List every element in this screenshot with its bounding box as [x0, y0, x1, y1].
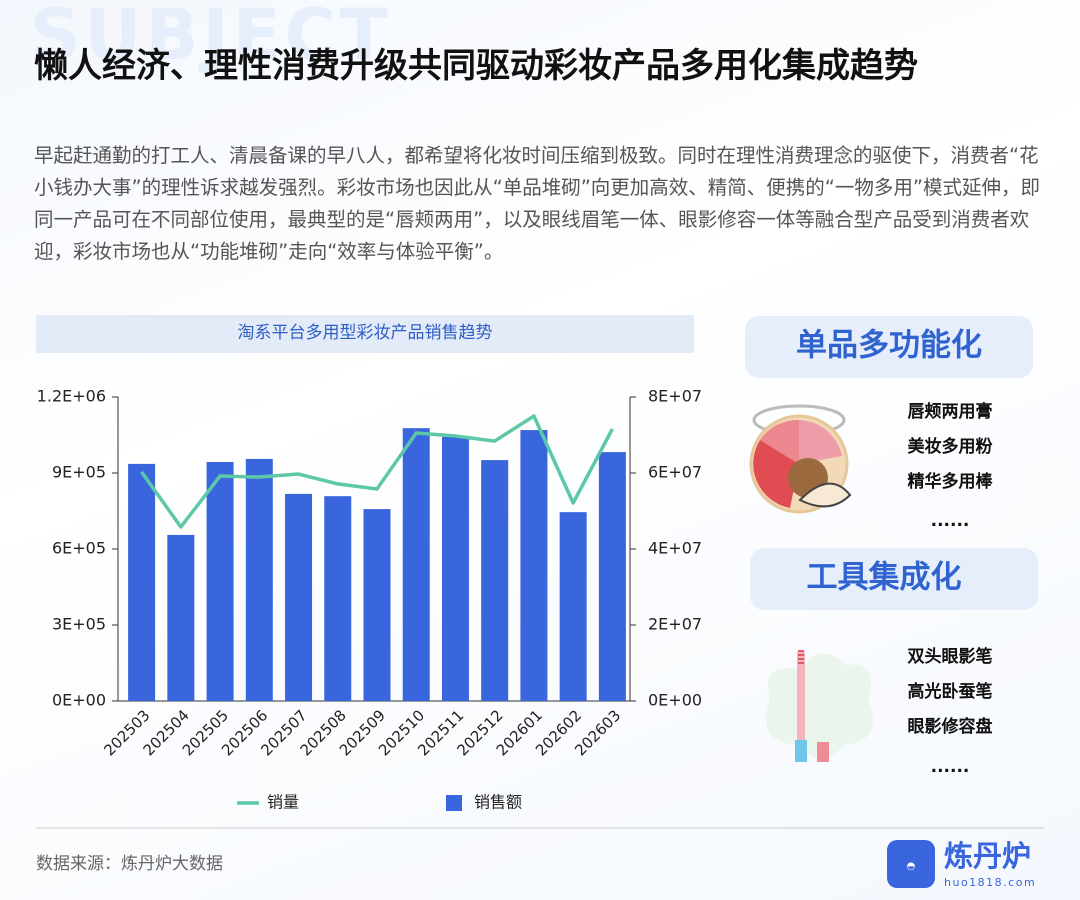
panel-item: 双头眼影笔 — [908, 646, 993, 667]
bar — [363, 509, 391, 701]
y-tick-label: 6E+05 — [52, 539, 106, 558]
chart-title-band — [36, 315, 694, 353]
panel-item: 美妆多用粉 — [908, 436, 993, 457]
bar — [324, 496, 352, 701]
y-tick-label: 1.2E+06 — [37, 387, 106, 406]
panel-item: ...... — [931, 757, 970, 777]
panel-item: 高光卧蚕笔 — [908, 681, 993, 702]
bar — [245, 458, 273, 701]
bar — [481, 460, 509, 701]
bar — [441, 436, 469, 701]
panel-item: 精华多用棒 — [908, 471, 994, 492]
panel-box — [750, 548, 1038, 610]
legend-label: 销量 — [267, 793, 299, 812]
y2-tick-label: 2E+07 — [648, 615, 702, 634]
logo-url: huo1818.com — [944, 876, 1036, 889]
y2-tick-label: 0E+00 — [648, 691, 702, 710]
panel-item: 唇颊两用膏 — [908, 401, 993, 422]
logo-name: 炼丹炉 — [944, 839, 1031, 873]
legend-label: 销售额 — [474, 793, 522, 812]
y-tick-label: 3E+05 — [52, 615, 106, 634]
bar — [167, 534, 195, 701]
y2-tick-label: 8E+07 — [648, 387, 702, 406]
chart-title: 淘系平台多用型彩妆产品销售趋势 — [238, 323, 493, 343]
panel-title: 工具集成化 — [807, 560, 962, 596]
panel-item: 眼影修容盘 — [908, 716, 993, 737]
bar — [285, 493, 313, 701]
y2-tick-label: 4E+07 — [648, 539, 702, 558]
y2-tick-label: 6E+07 — [648, 463, 702, 482]
watermark: SUBJECT — [30, 0, 392, 76]
legend-swatch — [446, 795, 462, 811]
line — [140, 414, 614, 529]
panel-box — [745, 316, 1033, 378]
y-tick-label: 0E+00 — [52, 691, 106, 710]
tool-icon — [765, 650, 874, 762]
page-title: 懒人经济、理性消费升级共同驱动彩妆产品多用化集成趋势 — [34, 46, 918, 86]
logo-glyph: ◓ — [907, 861, 916, 872]
source-note: 数据来源：炼丹炉大数据 — [36, 854, 223, 874]
bar — [559, 512, 587, 701]
bar — [402, 428, 430, 701]
bar — [128, 463, 156, 701]
y-tick-label: 9E+05 — [52, 463, 106, 482]
bar — [520, 430, 548, 701]
intro-text: 早起赶通勤的打工人、清晨备课的早八人，都希望将化妆时间压缩到极致。同时在理性消费… — [34, 144, 1041, 263]
bar — [598, 452, 626, 701]
panel-item: ...... — [931, 511, 970, 531]
palette-icon — [749, 404, 852, 514]
logo-mark — [887, 840, 935, 888]
bar — [206, 461, 234, 701]
panel-title: 单品多功能化 — [796, 328, 982, 364]
